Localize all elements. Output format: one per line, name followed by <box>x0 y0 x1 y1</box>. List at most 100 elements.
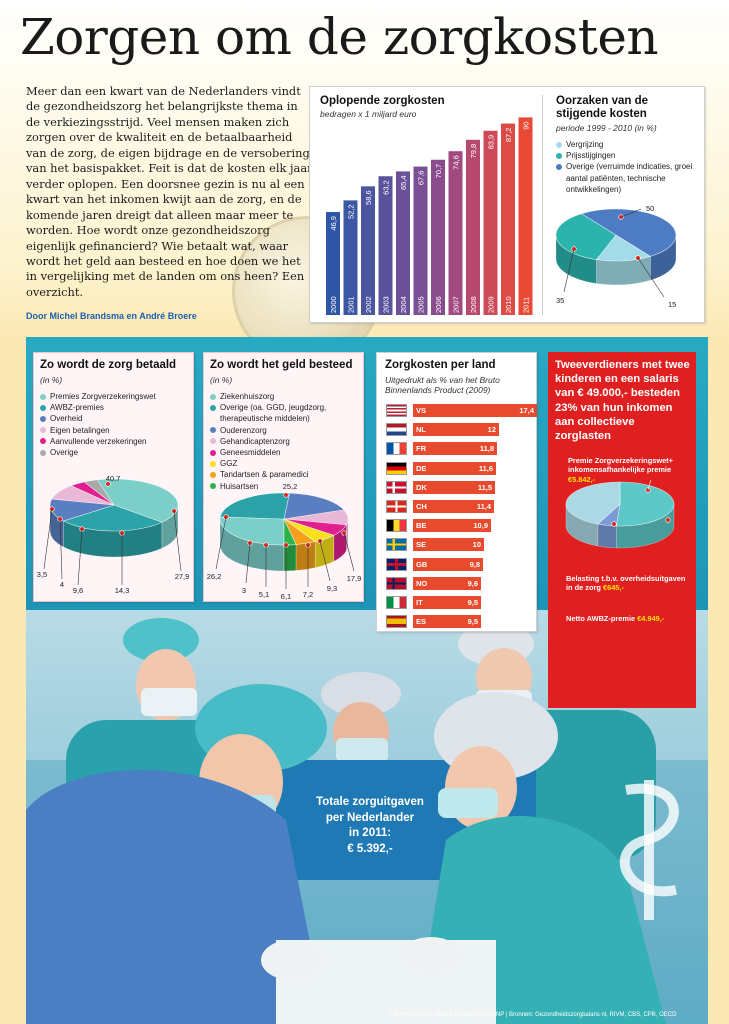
flag-icon <box>386 404 407 417</box>
collectieve-zorglasten-pie-chart <box>565 480 675 549</box>
country-row: CH 11,4 <box>386 497 532 516</box>
country-code: IT <box>416 597 423 607</box>
legend-swatch <box>40 416 46 422</box>
country-bar: SE 10 <box>413 538 484 552</box>
leader-dot <box>665 517 671 523</box>
country-row: FR 11,8 <box>386 439 532 458</box>
legend-label: Eigen betalingen <box>50 425 110 435</box>
chart-title-oplopende: Oplopende zorgkosten <box>320 95 445 107</box>
slice-betaald-5 <box>83 479 115 506</box>
country-row: VS 17,4 <box>386 401 537 420</box>
bar-2011 <box>518 117 533 316</box>
bar-2000 <box>326 212 340 315</box>
bar-category-label: 2009 <box>487 296 496 313</box>
slice-betaald-1 <box>62 504 163 532</box>
slice-prijsstijgingen <box>555 213 617 260</box>
pie-value-label: 27,9 <box>175 572 190 581</box>
premie-label-block: Premie Zorgverzekeringswet+ inkomensafha… <box>568 456 696 484</box>
bar-category-label: 2010 <box>504 296 513 313</box>
bar-value-label: 74,6 <box>452 155 461 170</box>
country-value: 10,9 <box>473 521 488 531</box>
country-value: 12 <box>487 425 496 435</box>
legend-label: GGZ <box>220 459 238 469</box>
pie-value-label: 35 <box>556 296 564 305</box>
pie-value-label: 15 <box>668 300 676 309</box>
country-row: IT 9,5 <box>386 593 532 612</box>
country-bar: CH 11,4 <box>413 499 494 513</box>
legend-item: AWBZ-premies <box>40 402 190 413</box>
country-value: 11,4 <box>476 501 491 511</box>
country-code: FR <box>416 444 426 454</box>
belasting-value: €645,- <box>602 583 624 593</box>
legend-swatch <box>210 393 216 400</box>
bar-category-label: 2001 <box>347 296 356 313</box>
legend-swatch <box>210 404 216 411</box>
leader-dot <box>283 492 289 498</box>
chart-subtitle-oorzaken: periode 1999 - 2010 (in %) <box>556 123 657 133</box>
bar-value-label: 90 <box>522 121 531 129</box>
bar-category-label: 2005 <box>417 296 426 313</box>
country-bars: VS 17,4 NL 12 FR 11,8 DE 11,6 DK 11,5 CH 11,4 BE 10,9… <box>386 401 537 631</box>
bar-2007 <box>448 151 463 315</box>
zorgkosten-panel: Oplopende zorgkosten bedragen x 1 miljar… <box>309 86 705 323</box>
country-bar: BE 10,9 <box>413 519 491 533</box>
bar-value-label: 46,9 <box>329 216 338 231</box>
leader-dot <box>105 481 111 487</box>
country-bar: ES 9,5 <box>413 615 481 629</box>
country-bar: GB 9,8 <box>413 557 483 571</box>
legend-swatch <box>40 438 46 445</box>
flag-icon <box>386 423 407 437</box>
geld-besteed-pie-chart: 25,2 26,2 17,9 9,3 7,2 6,1 5,1 3 <box>207 483 362 601</box>
pie-value-label: 14,3 <box>115 586 130 595</box>
tweeverdieners-title: Tweeverdieners met twee kinderen en een … <box>555 359 690 443</box>
bar-category-label: 2006 <box>434 296 443 313</box>
country-row: GB 9,8 <box>386 555 532 574</box>
flag-icon <box>386 442 407 456</box>
bar-value-label: 83,9 <box>487 135 496 150</box>
bar-value-label: 52,2 <box>347 204 356 219</box>
country-code: CH <box>416 501 427 511</box>
bar-category-label: 2003 <box>382 296 391 313</box>
country-bar: NL 12 <box>413 423 499 437</box>
pie-value-label: 9,3 <box>327 584 337 593</box>
chart-title-land: Zorgkosten per land <box>385 359 496 371</box>
legend-label: Huisartsen <box>220 481 259 491</box>
bar-2003 <box>378 176 393 315</box>
legend-item: Prijsstijgingen <box>556 150 696 161</box>
country-value: 11,5 <box>477 482 492 492</box>
pie-value-label: 4 <box>60 580 64 589</box>
flag-icon <box>386 538 407 552</box>
country-value: 9,6 <box>467 578 478 588</box>
flag-icon <box>386 480 407 494</box>
chart-title-betaald: Zo wordt de zorg betaald <box>40 359 177 371</box>
tweeverdieners-box: Tweeverdieners met twee kinderen en een … <box>548 352 696 708</box>
intro-text: Meer dan een kwart van de Nederlanders v… <box>26 84 313 299</box>
credits: © DyNN 140912 | André Broere | Foto: ANP… <box>388 1012 677 1018</box>
legend-item: Eigen betalingen <box>40 425 190 436</box>
belasting-label: Belasting t.b.v. overheidsuitgaven in de… <box>566 574 686 593</box>
legend-betaald: Premies Zorgverzekeringswet AWBZ-premies O… <box>40 391 190 458</box>
bar-2004 <box>396 171 410 315</box>
leader-dot <box>611 521 617 527</box>
legend-label: Vergrijzing <box>566 140 604 149</box>
page-title: Zorgen om de zorgkosten <box>20 8 659 66</box>
flag-icon <box>386 615 407 629</box>
legend-label: Ziekenhuiszorg <box>220 392 275 401</box>
country-bar: NO 9,6 <box>413 576 481 590</box>
netto-value: €4.949,- <box>637 614 665 623</box>
legend-swatch <box>40 393 46 400</box>
bar-2009 <box>483 130 498 315</box>
country-code: BE <box>416 521 427 531</box>
chart-subtitle-oplopende: bedragen x 1 miljard euro <box>320 109 417 119</box>
total-line-1: Totale zorguitgaven <box>316 796 424 808</box>
legend-swatch <box>40 427 46 434</box>
bar-value-label: 79,8 <box>469 144 478 159</box>
country-code: SE <box>416 540 427 550</box>
country-row: NL 12 <box>386 420 532 439</box>
bar-value-label: 67,6 <box>417 171 426 186</box>
legend-item: Premies Zorgverzekeringswet <box>40 391 190 402</box>
premie-label: Premie Zorgverzekeringswet+ inkomensafha… <box>568 456 673 475</box>
pie-value-label: 9,6 <box>73 586 83 595</box>
country-code: ES <box>416 617 427 627</box>
